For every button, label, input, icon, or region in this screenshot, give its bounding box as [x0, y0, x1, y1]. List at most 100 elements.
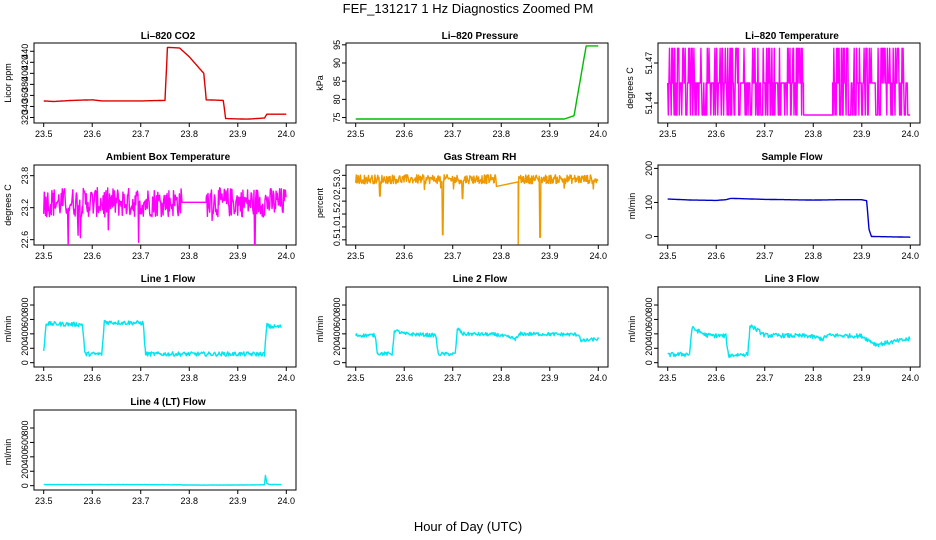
x-tick-label: 23.5	[347, 129, 365, 139]
y-tick-label: 0.5	[332, 234, 342, 247]
panel-title: Line 1 Flow	[141, 274, 196, 285]
x-tick-label: 23.5	[347, 373, 365, 383]
y-tick-label: 0	[20, 360, 30, 365]
panel-ylabel: ml/min	[627, 193, 637, 220]
x-tick-label: 23.6	[395, 251, 413, 261]
panel-line-1-flow: Line 1 Flow ml/min 23.5 23.6 23.7 23.8 23.9 2…	[3, 274, 297, 383]
plot-area	[43, 474, 282, 486]
x-tick-label: 23.5	[659, 373, 677, 383]
y-tick-label: 85	[332, 76, 342, 86]
plot-area	[43, 46, 287, 120]
x-tick-label: 23.7	[444, 373, 462, 383]
y-tick-label: 600	[20, 312, 30, 327]
x-tick-label: 23.6	[395, 129, 413, 139]
panel-gas-stream-rh: Gas Stream RH percent 23.5 23.6 23.7 23.8 23…	[315, 152, 609, 261]
x-tick-label: 23.6	[395, 373, 413, 383]
y-tick-label: 90	[332, 58, 342, 68]
y-tick-label: 400	[20, 66, 30, 81]
y-tick-label: 100	[644, 195, 654, 210]
plot-frame	[345, 286, 609, 368]
x-tick-label: 23.9	[853, 251, 871, 261]
x-tick-label: 24.0	[278, 373, 296, 383]
figure-xlabel: Hour of Day (UTC)	[414, 519, 522, 534]
x-tick-label: 24.0	[902, 373, 920, 383]
y-tick-label: 3.0	[332, 169, 342, 182]
plot-frame	[33, 286, 297, 368]
y-tick-label: 800	[644, 298, 654, 313]
panel-title: Li–820 CO2	[141, 31, 196, 42]
y-tick-label: 340	[20, 99, 30, 114]
panel-ylabel: ml/min	[627, 316, 637, 343]
plot-area	[667, 197, 911, 238]
figure-title: FEF_131217 1 Hz Diagnostics Zoomed PM	[343, 1, 594, 16]
x-tick-label: 23.7	[132, 251, 150, 261]
panel-title: Li–820 Temperature	[745, 31, 839, 42]
series-line	[667, 324, 911, 359]
x-tick-label: 23.8	[804, 129, 822, 139]
series-line	[667, 197, 911, 238]
panel-title: Ambient Box Temperature	[106, 152, 231, 163]
panel-ylabel: ml/min	[315, 316, 325, 343]
y-tick-label: 440	[20, 44, 30, 59]
plot-area	[355, 174, 599, 245]
series-line	[43, 187, 287, 245]
series-line	[667, 47, 911, 116]
panel-ambient-box-temperature: Ambient Box Temperature degrees C 23.5 23…	[3, 152, 297, 261]
panel-title: Line 4 (LT) Flow	[130, 397, 206, 408]
x-tick-label: 24.0	[278, 251, 296, 261]
x-tick-label: 23.7	[132, 496, 150, 506]
x-tick-label: 23.6	[83, 129, 101, 139]
x-tick-label: 23.7	[444, 129, 462, 139]
x-tick-label: 23.8	[180, 251, 198, 261]
y-tick-label: 200	[20, 464, 30, 479]
x-tick-label: 23.5	[659, 129, 677, 139]
panel-title: Line 3 Flow	[765, 274, 820, 285]
x-tick-label: 23.5	[347, 251, 365, 261]
series-line	[355, 174, 599, 245]
x-tick-label: 23.6	[707, 129, 725, 139]
x-tick-label: 23.7	[132, 373, 150, 383]
y-tick-label: 0	[644, 234, 654, 239]
x-tick-label: 23.6	[707, 373, 725, 383]
plot-area	[43, 187, 287, 245]
x-tick-label: 23.9	[229, 496, 247, 506]
plot-frame	[657, 286, 921, 368]
y-tick-label: 800	[20, 421, 30, 436]
plot-area	[667, 324, 911, 359]
series-line	[355, 45, 599, 120]
plot-frame	[33, 409, 297, 491]
panel-li820-co2: Li–820 CO2 Licor ppm 23.5 23.6 23.7 23.8 23.…	[3, 31, 297, 139]
plot-frame	[657, 42, 921, 124]
y-tick-label: 22.6	[20, 231, 30, 249]
x-tick-label: 23.5	[35, 129, 53, 139]
panel-ylabel: degrees C	[625, 67, 635, 109]
x-tick-label: 23.9	[853, 129, 871, 139]
y-tick-label: 51.44	[644, 92, 654, 115]
panel-title: Line 2 Flow	[453, 274, 508, 285]
panel-line-4-flow: Line 4 (LT) Flow ml/min 23.5 23.6 23.7 23.8…	[3, 397, 297, 506]
plot-frame	[345, 164, 609, 246]
y-tick-label: 2.0	[332, 195, 342, 208]
y-tick-label: 360	[20, 88, 30, 103]
x-tick-label: 23.8	[492, 251, 510, 261]
x-tick-label: 24.0	[902, 251, 920, 261]
x-tick-label: 23.9	[541, 251, 559, 261]
x-tick-label: 23.8	[180, 496, 198, 506]
panel-ylabel: kPa	[315, 75, 325, 91]
series-line	[355, 327, 599, 357]
plot-area	[355, 45, 599, 120]
panel-li820-pressure: Li–820 Pressure kPa 23.5 23.6 23.7 23.8 23.9…	[315, 31, 609, 139]
y-tick-label: 600	[20, 435, 30, 450]
x-tick-label: 23.7	[132, 129, 150, 139]
panel-line-3-flow: Line 3 Flow ml/min 23.5 23.6 23.7 23.8 23.9 2…	[627, 274, 921, 383]
panel-ylabel: percent	[315, 187, 325, 218]
panel-li820-temperature: Li–820 Temperature degrees C 23.5 23.6 23.…	[625, 31, 921, 139]
y-tick-label: 600	[332, 312, 342, 327]
y-tick-label: 200	[20, 341, 30, 356]
panel-line-2-flow: Line 2 Flow ml/min 23.5 23.6 23.7 23.8 23.9 2…	[315, 274, 609, 383]
x-tick-label: 23.9	[541, 373, 559, 383]
y-tick-label: 0	[20, 483, 30, 488]
y-tick-label: 23.8	[20, 167, 30, 185]
panel-ylabel: Licor ppm	[3, 63, 13, 103]
